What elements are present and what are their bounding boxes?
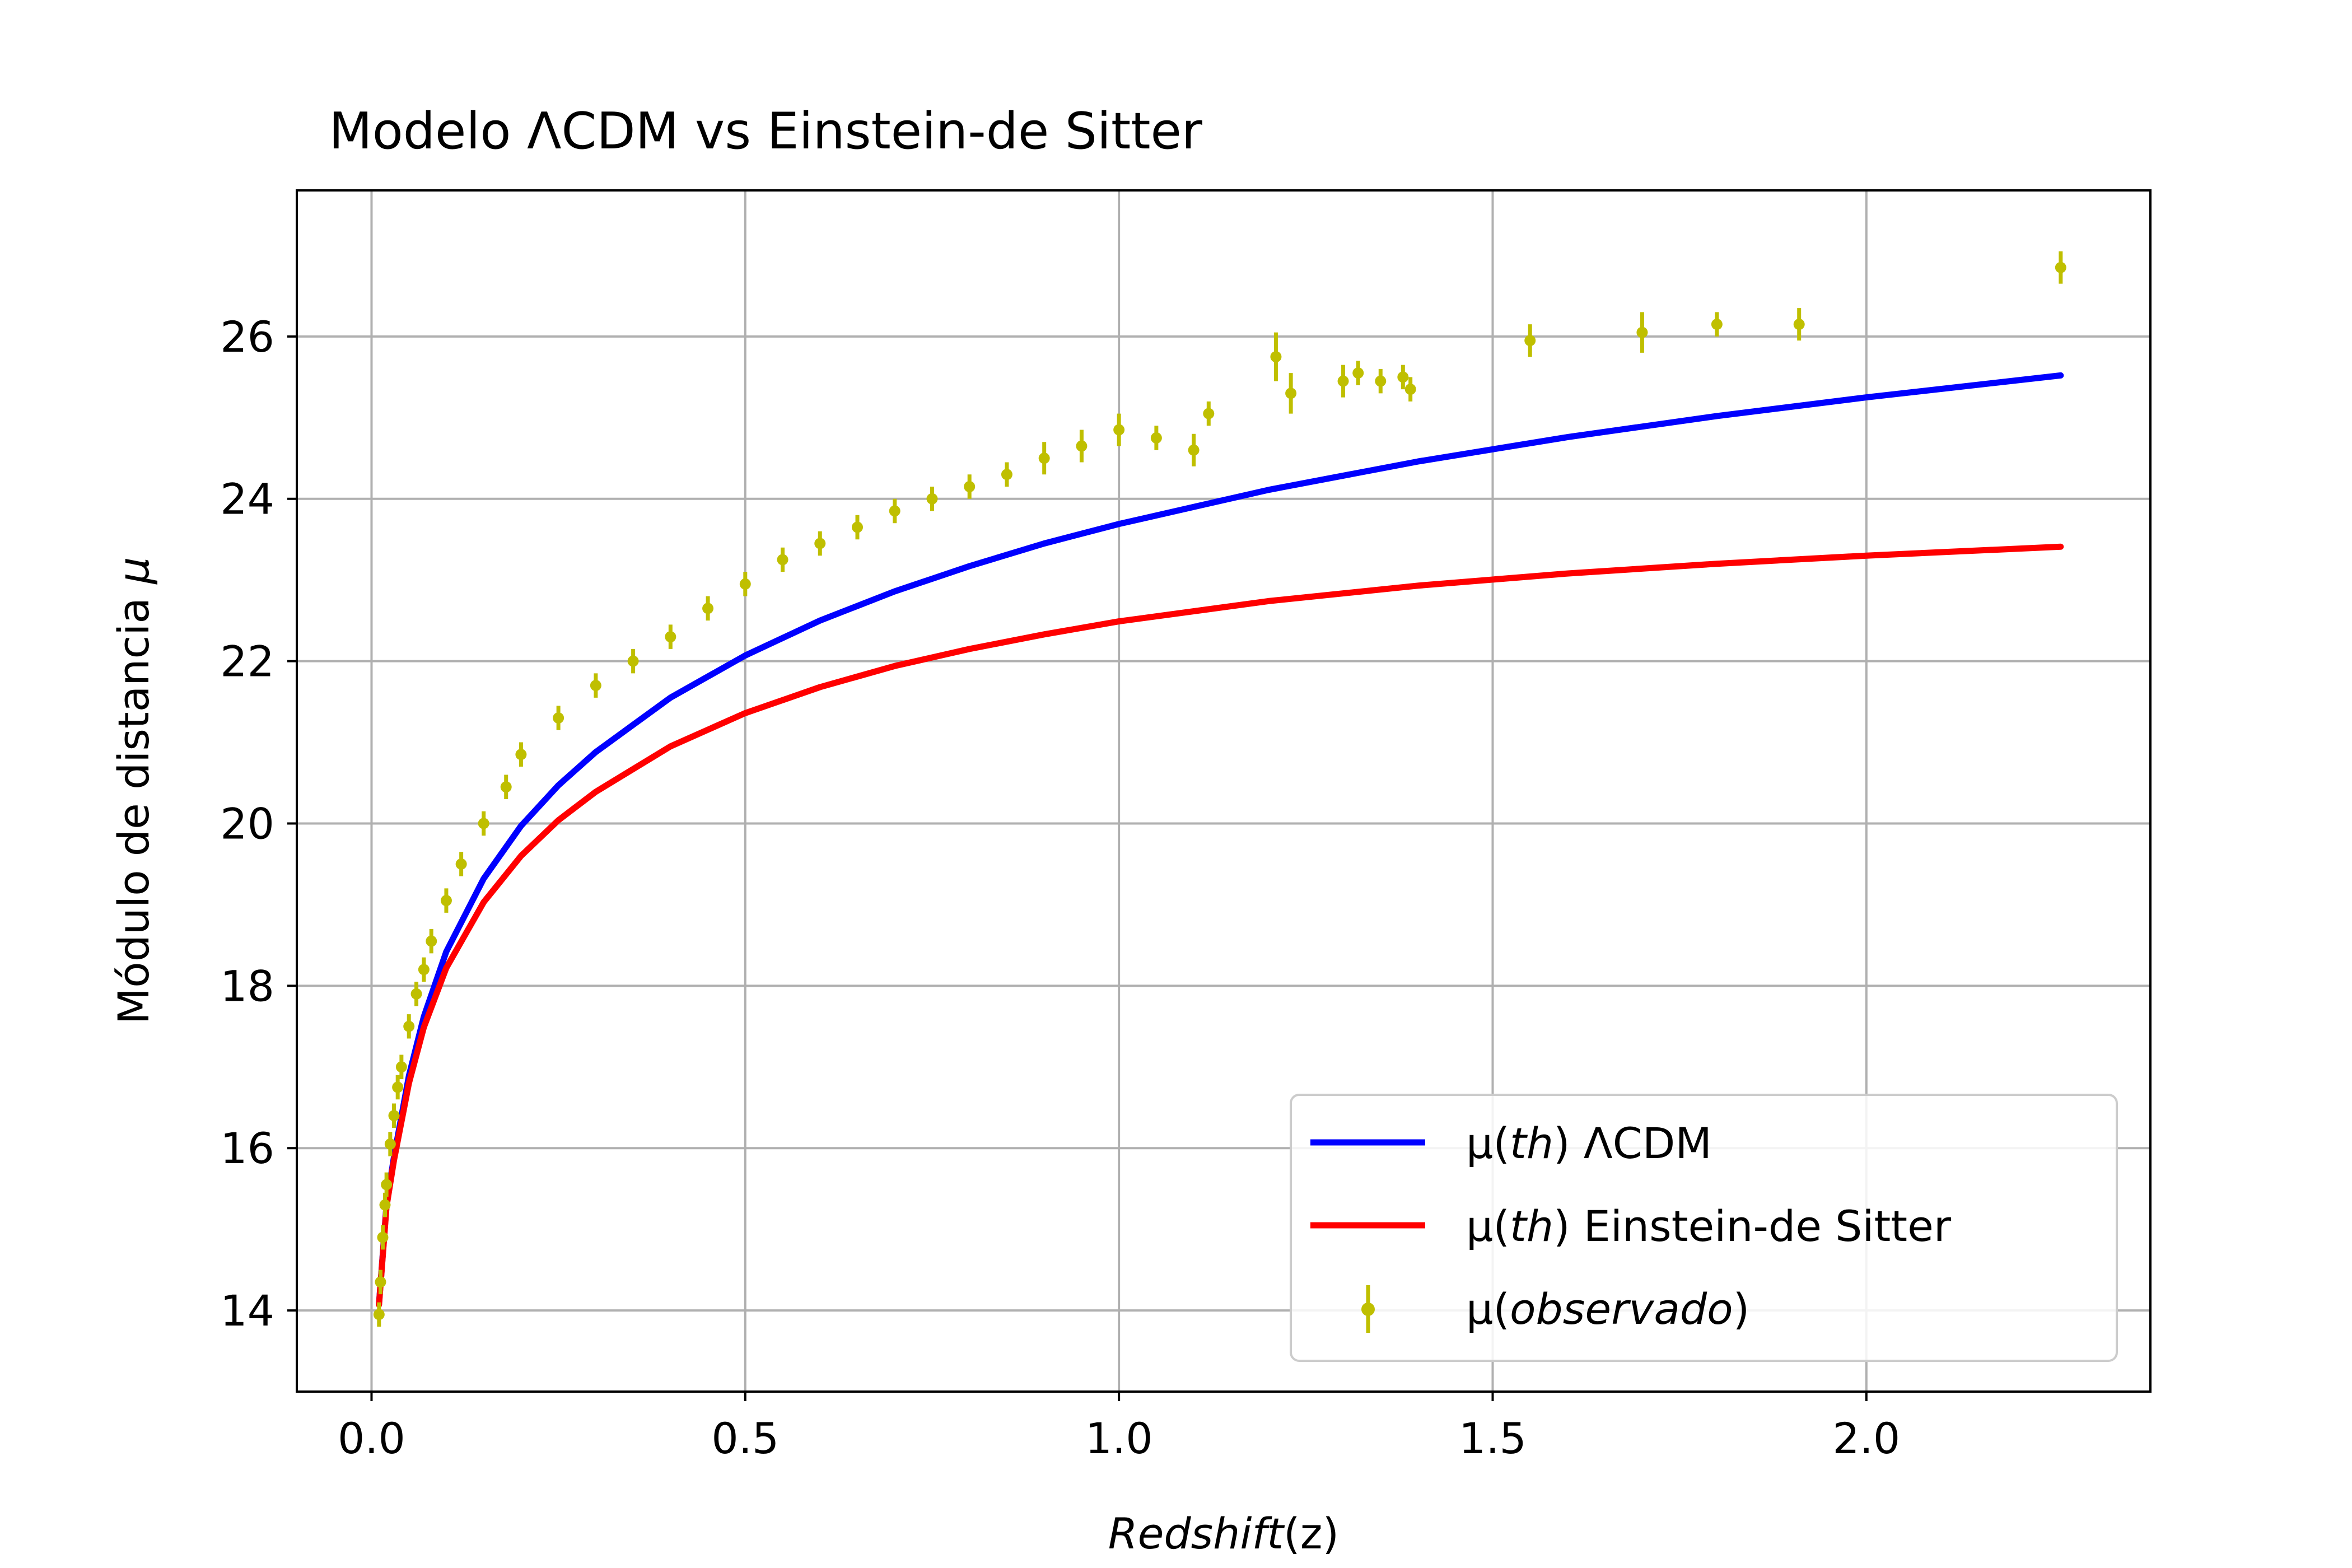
x-tick-label: 1.5 (1459, 1413, 1527, 1463)
x-axis-title-italic: Redshift (1108, 1509, 1285, 1558)
data-point (388, 1110, 400, 1122)
plot-frame (296, 189, 2152, 1393)
data-point (739, 578, 751, 590)
legend-label-observado-post: ) (1733, 1284, 1750, 1334)
y-tick-label: 16 (220, 1123, 274, 1173)
legend-label-eds: μ(th) Einstein-de Sitter (1466, 1201, 1952, 1251)
y-axis-title-italic: μ (109, 557, 158, 585)
data-point (1270, 351, 1282, 363)
data-point (1397, 371, 1409, 383)
data-point (384, 1138, 396, 1150)
data-point (553, 712, 564, 724)
data-point (2055, 262, 2066, 273)
legend-label-observado: μ(observado) (1466, 1284, 1749, 1334)
data-point (500, 781, 512, 793)
data-point (777, 554, 788, 566)
legend-label-eds-pre: μ( (1466, 1201, 1510, 1251)
y-tick-label: 18 (220, 961, 274, 1011)
data-point (1524, 335, 1536, 347)
data-point (381, 1179, 393, 1191)
data-point (418, 964, 430, 976)
data-point (1375, 375, 1387, 387)
data-point (1352, 367, 1364, 379)
y-tick-label: 20 (220, 799, 274, 848)
plot-series (373, 251, 2066, 1327)
data-point (410, 988, 422, 1000)
legend-label-observado-pre: μ( (1466, 1284, 1510, 1334)
series-line-th-einstein-de-sitter (376, 543, 2064, 1308)
data-point (627, 655, 639, 667)
data-point (1285, 388, 1297, 399)
data-point (1038, 452, 1050, 464)
y-tick-label: 24 (220, 474, 274, 524)
legend-label-lcdm: μ(th) ΛCDM (1466, 1118, 1712, 1168)
legend-label-observado-italic: observado (1510, 1284, 1733, 1334)
data-point (1113, 424, 1125, 436)
legend-label-lcdm-italic: th (1510, 1118, 1553, 1168)
y-axis-title: Módulo de distancia μ (109, 557, 158, 1025)
data-point (1793, 319, 1805, 330)
data-point (377, 1231, 389, 1243)
data-point (702, 603, 714, 614)
axis-ticks: 0.0 0.5 1.0 1.5 2.0 14 16 18 20 22 24 26 (220, 312, 1900, 1463)
data-point (1150, 432, 1162, 444)
chart-title: Modelo ΛCDM vs Einstein-de Sitter (329, 102, 1202, 161)
data-point (814, 538, 826, 549)
legend: μ(th) ΛCDM μ(th) Einstein-de Sitter μ(ob… (1290, 1094, 2118, 1362)
y-tick-label: 22 (220, 637, 274, 687)
x-tick-label: 1.0 (1085, 1413, 1153, 1463)
data-point (379, 1199, 391, 1211)
x-tick-label: 2.0 (1832, 1413, 1900, 1463)
data-point (1076, 440, 1088, 452)
data-point (1188, 444, 1200, 456)
data-point (426, 935, 437, 947)
data-point (440, 895, 452, 907)
data-point (455, 858, 467, 870)
data-point (964, 481, 976, 493)
data-point (1711, 319, 1723, 330)
data-point (392, 1081, 404, 1093)
data-point (395, 1061, 407, 1073)
legend-swatch-observado-marker (1361, 1303, 1375, 1316)
data-point (852, 521, 864, 533)
y-axis-title-plain: Módulo de distancia (109, 584, 158, 1025)
legend-label-eds-italic: th (1510, 1201, 1553, 1251)
data-point (1404, 384, 1416, 395)
y-tick-label: 14 (220, 1286, 274, 1336)
x-axis-title-plain: (z) (1284, 1509, 1339, 1558)
data-point (1001, 469, 1012, 480)
data-point (1337, 375, 1349, 387)
legend-label-lcdm-post: ) ΛCDM (1553, 1118, 1712, 1168)
data-point (665, 631, 676, 643)
series-points-observado (373, 251, 2066, 1327)
legend-label-lcdm-pre: μ( (1466, 1118, 1510, 1168)
legend-box (1290, 1094, 2118, 1362)
legend-label-eds-post: ) Einstein-de Sitter (1553, 1201, 1952, 1251)
data-point (926, 493, 938, 505)
data-point (1203, 408, 1215, 419)
data-point (373, 1309, 385, 1320)
data-point (590, 680, 601, 692)
x-tick-label: 0.5 (711, 1413, 779, 1463)
data-point (478, 818, 489, 829)
y-tick-label: 26 (220, 312, 274, 362)
x-axis-title: Redshift(z) (1108, 1509, 1339, 1558)
data-point (1636, 326, 1648, 338)
data-point (889, 505, 900, 517)
x-tick-label: 0.0 (338, 1413, 405, 1463)
data-point (515, 749, 527, 760)
data-point (375, 1276, 386, 1288)
data-point (403, 1020, 415, 1032)
